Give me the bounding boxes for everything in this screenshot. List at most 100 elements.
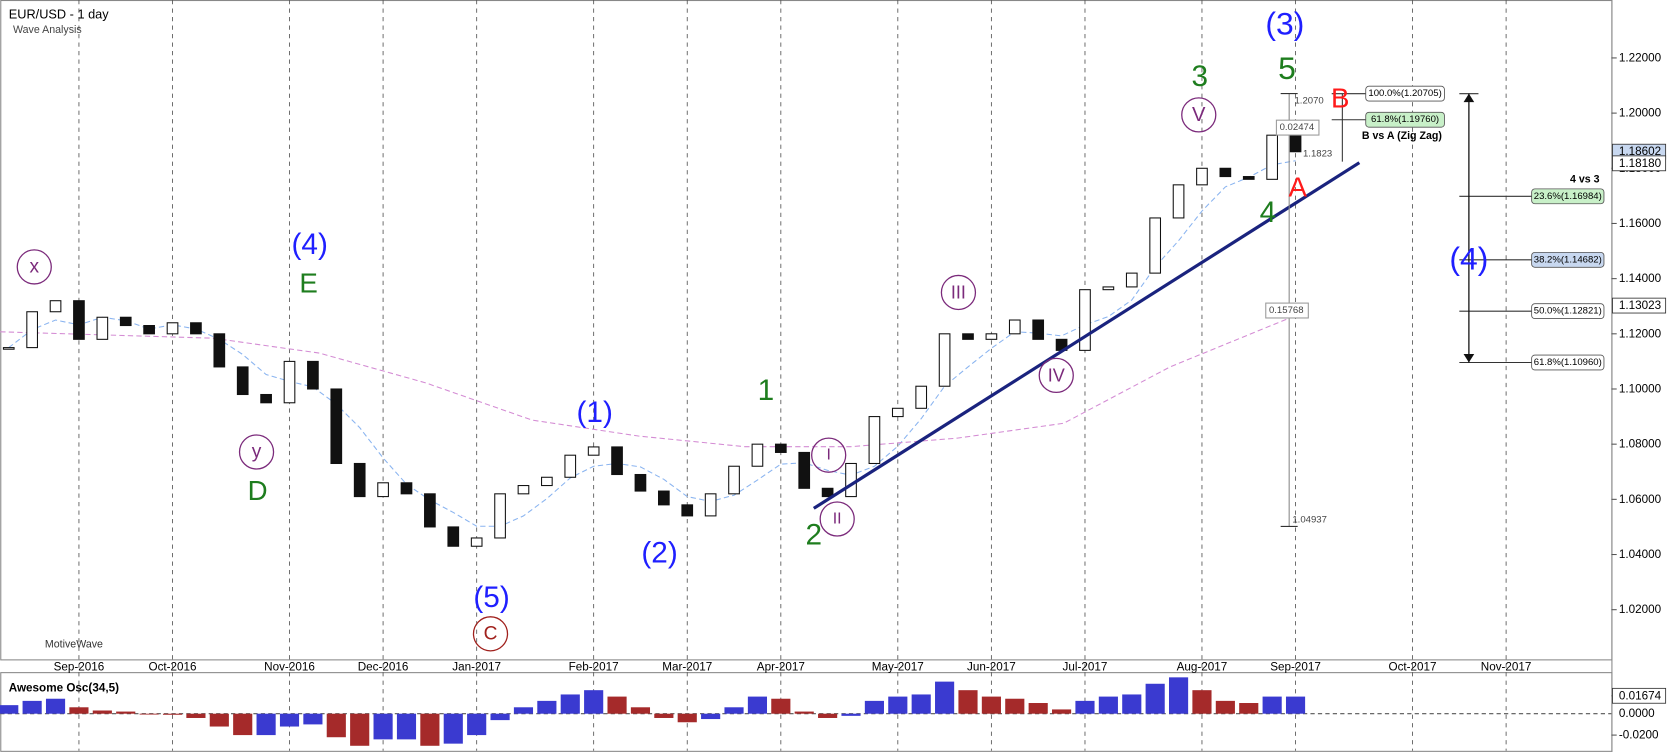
osc-bar: [1028, 703, 1048, 714]
osc-title: Awesome Osc(34,5): [9, 682, 119, 695]
candle: [868, 416, 881, 465]
osc-bar: [256, 713, 276, 736]
osc-bar: [116, 711, 136, 714]
candle: [166, 322, 179, 335]
x-tick-label: Nov-2017: [1481, 660, 1532, 673]
candle: [49, 300, 62, 313]
x-tick-label: Dec-2016: [358, 660, 409, 673]
candle: [657, 490, 670, 506]
x-tick-label: May-2017: [872, 660, 924, 673]
candle: [751, 443, 764, 467]
trendline: [812, 161, 1361, 510]
osc-bar: [1285, 696, 1306, 714]
candle: [938, 333, 951, 387]
osc-bar: [794, 711, 814, 714]
candle: [26, 311, 38, 349]
osc-bar: [490, 713, 510, 721]
candle: [1149, 217, 1162, 274]
osc-bar: [467, 713, 487, 736]
y-tick-label: 1.02000: [1619, 603, 1662, 616]
y-tick-label: 1.10000: [1619, 382, 1662, 395]
measure-label: 0.15768: [1269, 305, 1304, 316]
osc-bar: [326, 713, 346, 738]
long-moving-average: [0, 318, 1288, 448]
fib-box: [1531, 354, 1605, 371]
wave-label: 1: [758, 374, 775, 407]
osc-bar: [303, 713, 323, 725]
price-label-box: [1612, 297, 1667, 314]
y-tick-label: 1.14000: [1619, 272, 1662, 285]
y-tick-label: -0.0200: [1619, 729, 1659, 742]
osc-bar: [1168, 677, 1189, 714]
arrow-head: [1463, 353, 1475, 363]
wave-label: II: [833, 510, 842, 527]
y-tick-label: 1.08000: [1619, 438, 1662, 451]
osc-bar: [1145, 683, 1165, 714]
candle: [845, 462, 857, 498]
candle: [564, 454, 577, 478]
candle: [143, 325, 155, 335]
osc-bar: [747, 696, 768, 714]
wave-label: E: [299, 267, 317, 298]
fib-label: 38.2%(1.14682): [1534, 254, 1602, 265]
osc-value-box: [1612, 687, 1667, 704]
wave-label: IV: [1048, 365, 1065, 385]
candle: [634, 473, 647, 492]
osc-bar: [607, 696, 627, 714]
wave-label: A: [1288, 172, 1307, 203]
candle: [236, 366, 249, 396]
wave-label: (1): [577, 396, 613, 429]
wave-label: (4): [1449, 240, 1488, 276]
wave-label: y: [252, 441, 262, 462]
x-tick-label: Jul-2017: [1063, 660, 1108, 673]
fib-box: [1531, 303, 1605, 320]
y-tick-label: 0.0000: [1619, 707, 1655, 720]
osc-bar: [420, 713, 440, 746]
x-tick-label: Mar-2017: [662, 660, 712, 673]
measure-box: [1275, 119, 1320, 136]
candle: [517, 485, 530, 495]
fib-box: [1531, 251, 1605, 268]
y-tick-label: 1.20000: [1619, 107, 1662, 120]
measure-label: 1.04937: [1292, 515, 1327, 526]
candle: [353, 462, 366, 498]
osc-bar: [818, 713, 838, 718]
osc-bar: [350, 713, 370, 746]
osc-bar: [233, 713, 253, 736]
x-tick-label: Sep-2017: [1270, 660, 1321, 673]
candle: [400, 482, 413, 495]
wave-label: 3: [1192, 60, 1209, 93]
candle: [962, 333, 974, 340]
candle: [213, 333, 226, 368]
wave-label: D: [248, 475, 268, 506]
wave-label: (5): [473, 581, 509, 614]
osc-bar: [584, 690, 604, 714]
osc-bar: [45, 698, 66, 714]
osc-bar: [162, 713, 183, 715]
wave-label: x: [29, 256, 39, 277]
wave-label: 4: [1260, 196, 1277, 229]
candle: [821, 487, 834, 498]
x-tick-label: Jun-2017: [967, 660, 1016, 673]
subtitle: Wave Analysis: [13, 24, 82, 36]
candle: [307, 360, 319, 390]
candle: [377, 482, 389, 498]
osc-bar: [958, 690, 978, 714]
osc-bar: [841, 713, 861, 716]
candle: [73, 300, 85, 340]
wave-circle: [16, 249, 52, 285]
arrow-head: [1463, 93, 1475, 103]
osc-bar: [186, 713, 206, 718]
osc-bar: [1075, 700, 1095, 714]
fib-title: 4 vs 3: [1570, 174, 1600, 186]
candle: [119, 316, 132, 327]
candle: [798, 451, 811, 489]
osc-bar: [935, 681, 955, 714]
osc-bar: [560, 694, 580, 714]
wave-label: B: [1331, 82, 1349, 113]
wave-label: (2): [641, 537, 677, 570]
candle: [283, 360, 296, 404]
candle: [190, 322, 202, 335]
wave-label: V: [1192, 104, 1206, 126]
y-tick-label: 1.06000: [1619, 493, 1662, 506]
